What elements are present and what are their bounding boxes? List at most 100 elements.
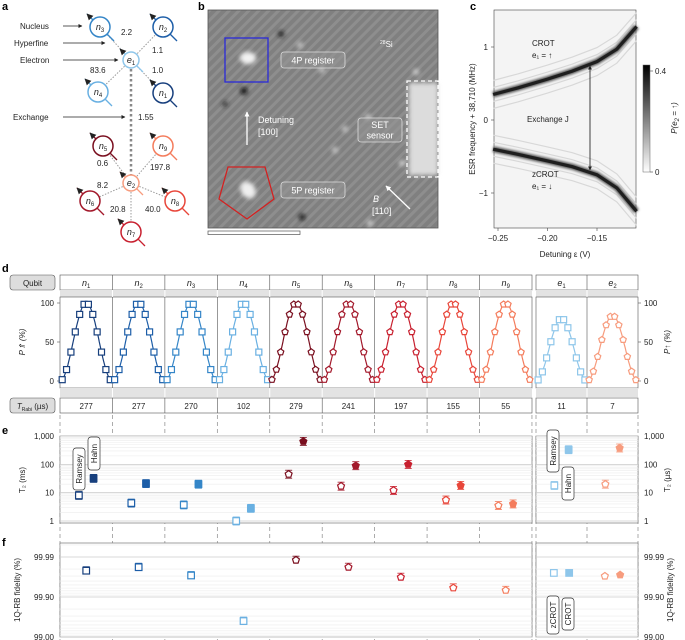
stm-image-panel: 4P register 5P register SET sensor 28Si … <box>207 9 439 235</box>
t2-ramsey-n2 <box>127 499 136 507</box>
side-fringe-CROT <box>492 19 638 89</box>
t2-tick-label-right: 10 <box>644 489 653 498</box>
qubit-label-n5: n5 <box>292 278 301 290</box>
qubit-label-base: n <box>502 278 507 288</box>
rabi-data-point <box>568 338 576 346</box>
rabi-data-point <box>167 365 176 374</box>
node-n4: n4 <box>84 78 113 107</box>
rabi-data-point <box>276 348 285 356</box>
5p-register-pentagon <box>218 166 275 220</box>
resonance-band-CROT <box>492 25 638 97</box>
qubit-label-e2: e2 <box>608 278 617 290</box>
node-e1: e1 <box>119 48 144 73</box>
rabi-data-point <box>189 300 197 308</box>
qubit-row-label-box <box>9 274 56 291</box>
node-circle <box>79 190 101 212</box>
colorbar-tick-min: 0 <box>655 168 660 177</box>
fidelity-n5 <box>291 555 301 564</box>
t2-hahn-n2 <box>142 479 150 488</box>
t-rabi-value-e1: 11 <box>557 402 566 411</box>
t2-hahn-n3 <box>194 480 203 489</box>
t2-hahn-n9 <box>508 499 518 508</box>
t-rabi-value-n9: 55 <box>501 402 510 411</box>
rabi-data-point <box>538 368 546 376</box>
fidelity-n1 <box>82 566 91 575</box>
rabi-data-point <box>141 310 149 319</box>
rabi-data-point <box>176 328 184 336</box>
rabi-data-point <box>597 335 606 343</box>
y-axis-label-left: P⇑ (%) <box>18 328 27 355</box>
rabi-data-point <box>250 328 259 336</box>
rabi-data-point <box>207 365 215 374</box>
panel-label-c: c <box>470 1 476 13</box>
y-tick-label-left: 0 <box>50 377 55 386</box>
legend-ramsey-box <box>72 447 86 491</box>
t-rabi-value-n4: 102 <box>237 402 251 411</box>
rabi-data-point <box>455 310 464 318</box>
isotope-label: 28Si <box>380 40 393 49</box>
node-circle <box>87 81 109 103</box>
rabi-data-point <box>124 328 132 336</box>
4p-register-label-box <box>280 51 346 69</box>
rabi-data-point <box>93 328 101 336</box>
rabi-data-point <box>564 324 572 332</box>
panel-label-b: b <box>198 1 205 13</box>
legend-ramsey: Ramsey <box>75 454 84 483</box>
rabi-data-point <box>585 375 594 384</box>
y-tick-label: 0 <box>484 116 489 125</box>
node-label-sub: 7 <box>132 233 136 239</box>
fidelity-n3 <box>187 571 196 580</box>
rabi-column-n4: n4 102 <box>215 275 272 413</box>
t2-hahn-n7 <box>403 460 413 468</box>
qubit-row-label: Qubit <box>23 279 43 288</box>
node-label-base: n <box>94 87 99 97</box>
rabi-data-point <box>429 365 438 373</box>
panel-label-f: f <box>2 537 6 549</box>
legend-ramsey-electron-box <box>546 429 560 473</box>
t2-tick-label-right: 1 <box>644 517 649 526</box>
fidelity-zcrot-e2 <box>600 571 610 580</box>
y-tick-label-left: 50 <box>45 338 54 347</box>
annotation-electron: Electron <box>20 56 49 65</box>
t2-ramsey-n6 <box>336 481 346 490</box>
t2-ramsey-n9 <box>494 501 503 510</box>
rabi-data-point <box>543 354 551 362</box>
panel-label-a: a <box>2 1 9 13</box>
node-label-base: n <box>159 141 164 151</box>
hyperfine-value-n2: 1.1 <box>152 46 164 55</box>
rabi-data-point <box>198 328 206 336</box>
t2-tick-label-left: 1,000 <box>34 432 55 441</box>
rabi-data-point <box>572 354 580 362</box>
hyperfine-value-n4: 83.6 <box>90 66 106 75</box>
node-label-base: n <box>159 22 164 32</box>
y-tick-label-right: 50 <box>644 338 653 347</box>
qubit-label-sub: 2 <box>139 284 143 290</box>
y-axis-label: ESR frequency + 38,710 (MHz) <box>468 63 477 175</box>
y-tick-label-left: 100 <box>41 299 55 308</box>
t2-ramsey-n5 <box>284 469 293 478</box>
rabi-data-point <box>294 300 303 308</box>
rabi-data-point <box>517 348 525 356</box>
rabi-data-point <box>602 321 611 329</box>
detuning-label-line2: [100] <box>258 127 278 137</box>
node-label-base: e <box>127 178 132 188</box>
scale-bar <box>207 230 301 235</box>
node-label-sub: 2 <box>132 184 136 190</box>
node-n5: n5 <box>89 132 118 161</box>
legend-hahn-electron-box <box>561 466 575 501</box>
legend-hahn: Hahn <box>90 444 99 463</box>
rabi-data-point <box>477 375 486 383</box>
rabi-data-point <box>102 365 110 374</box>
node-label-base: n <box>99 141 104 151</box>
x-axis-label: Detuning ε (V) <box>540 250 591 259</box>
side-fringe-CROT <box>492 33 638 103</box>
node-n1: n1 <box>149 79 178 108</box>
t2-tick-label-left: 1 <box>50 517 55 526</box>
rabi-data-point <box>71 328 79 336</box>
legend-hahn-box <box>87 436 101 471</box>
rabi-column-n9: n9 55 <box>477 278 534 411</box>
qubit-label-sub: 2 <box>613 284 617 290</box>
rabi-column-n3: n3 270 <box>163 275 219 413</box>
